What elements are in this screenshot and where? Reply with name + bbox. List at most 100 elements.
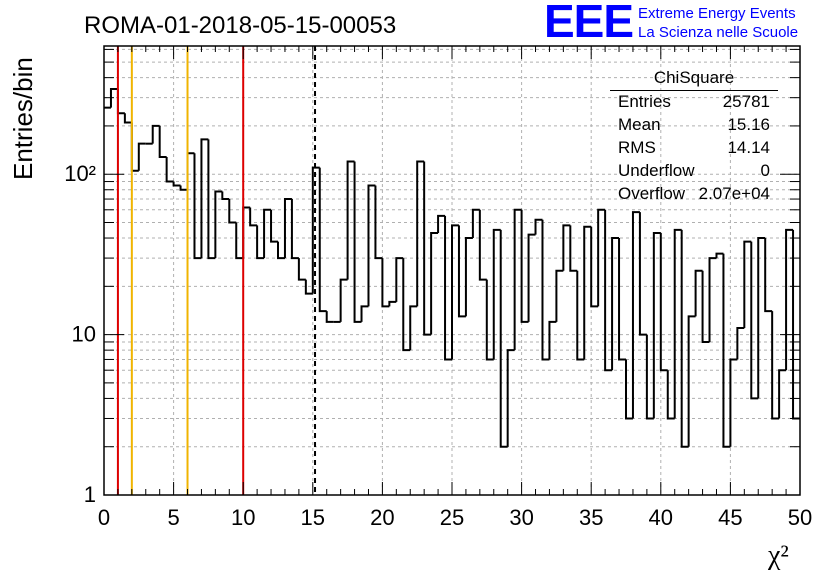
stats-title: ChiSquare [653, 68, 735, 87]
histogram-bin [256, 225, 265, 260]
histogram-bin [179, 185, 188, 191]
histogram-bin [555, 269, 564, 322]
histogram-bin [402, 258, 411, 352]
histogram-bin [506, 349, 515, 447]
x-tick-label: 20 [370, 505, 394, 530]
histogram-bin [541, 219, 550, 361]
y-axis-label: Entries/bin [8, 57, 38, 180]
histogram-bin [722, 253, 731, 448]
logo-line-1: Extreme Energy Events [638, 5, 796, 22]
x-tick-label: 0 [98, 505, 110, 530]
stats-label: RMS [618, 138, 656, 157]
histogram-bin [645, 334, 654, 420]
stats-value: 14.14 [727, 138, 770, 157]
histogram-bin [130, 122, 139, 172]
histogram-bin [304, 279, 313, 295]
x-tick-label: 15 [301, 505, 325, 530]
histogram-bin [444, 215, 452, 361]
histogram-bin [395, 257, 404, 302]
histogram-bin [263, 208, 272, 259]
histogram-bin [457, 225, 466, 318]
histogram-bin [367, 184, 376, 307]
histogram-bin [659, 233, 668, 372]
histogram-bin [666, 370, 675, 420]
histogram-bin [471, 208, 480, 239]
x-axis-label: χ² [767, 540, 789, 571]
stats-value: 2.07e+04 [698, 184, 770, 203]
histogram-bin [437, 214, 446, 233]
histogram-bin [743, 240, 752, 328]
stats-label: Mean [618, 115, 661, 134]
reference-lines [116, 46, 317, 495]
x-tick-label: 25 [440, 505, 464, 530]
stats-label: Overflow [618, 184, 686, 203]
histogram-bin [339, 278, 348, 322]
histogram-bin [715, 252, 724, 259]
histogram-bin [736, 326, 745, 360]
histogram-bin [611, 237, 620, 371]
y-tick-label: 1 [84, 482, 96, 507]
histogram-bin [388, 300, 397, 307]
histogram-bars [104, 87, 800, 448]
histogram-bin [562, 224, 571, 271]
histogram-bin [311, 166, 320, 294]
chart-title: ROMA-01-2018-05-15-00053 [84, 12, 396, 39]
histogram-bin [680, 229, 689, 448]
histogram-bin [346, 160, 355, 280]
histogram-bin [548, 320, 557, 360]
histogram-bin [569, 225, 578, 272]
x-tick-label: 10 [231, 505, 255, 530]
histogram-bin [757, 237, 766, 399]
histogram-bin [590, 226, 599, 308]
histogram-bin [270, 209, 278, 243]
y-tick-label: 10 [72, 322, 96, 347]
histogram-bin [277, 241, 285, 260]
stats-label: Entries [618, 92, 671, 111]
histogram-bin [701, 270, 710, 343]
histogram-bin [193, 153, 202, 260]
histogram-bin [172, 181, 181, 187]
stats-value: 15.16 [727, 115, 770, 134]
histogram-bin [597, 208, 606, 307]
histogram-bin [729, 358, 738, 447]
histogram-bin [325, 311, 334, 323]
histogram-bin [374, 185, 383, 260]
histogram-bin [750, 241, 759, 400]
histogram-bin [652, 232, 661, 419]
stats-row-rms: RMS 14.14 [618, 138, 770, 160]
histogram-bin [409, 305, 418, 351]
stats-value: 0 [760, 161, 770, 180]
histogram-bin [297, 258, 306, 281]
x-tick-label: 50 [788, 505, 812, 530]
histogram-bin [207, 139, 216, 260]
histogram-bin [137, 142, 146, 171]
histogram-bin [638, 212, 647, 336]
histogram-bin [318, 167, 327, 313]
eee-logo-mark: EEE [544, 0, 634, 47]
histogram-bin [604, 209, 613, 372]
histogram-bin [186, 152, 195, 190]
stats-row-overflow: Overflow 2.07e+04 [618, 184, 770, 206]
histogram-bin [771, 311, 780, 420]
histogram-bin [116, 88, 125, 115]
stats-box: ChiSquare Entries 25781 Mean 15.16 RMS 1… [610, 66, 778, 206]
stats-row-entries: Entries 25781 [618, 92, 770, 114]
histogram-bin [221, 191, 230, 201]
histogram-bin [520, 209, 529, 323]
histogram-bin [235, 222, 244, 260]
histogram-bin [478, 209, 487, 281]
histogram-bin [785, 228, 794, 371]
histogram-bin [360, 305, 369, 322]
x-tick-label: 30 [509, 505, 533, 530]
histogram-bin [423, 161, 432, 336]
y-tick-label: 10² [64, 161, 96, 186]
histogram-bin [673, 228, 682, 419]
histogram-bin [430, 232, 439, 335]
histogram-bin [109, 87, 118, 108]
histogram-bin [228, 199, 237, 224]
histogram-bin [416, 160, 425, 307]
histogram-bin [242, 206, 251, 259]
histogram-bin [451, 224, 459, 360]
histogram-bin [513, 208, 522, 351]
histogram-bin [151, 124, 160, 144]
